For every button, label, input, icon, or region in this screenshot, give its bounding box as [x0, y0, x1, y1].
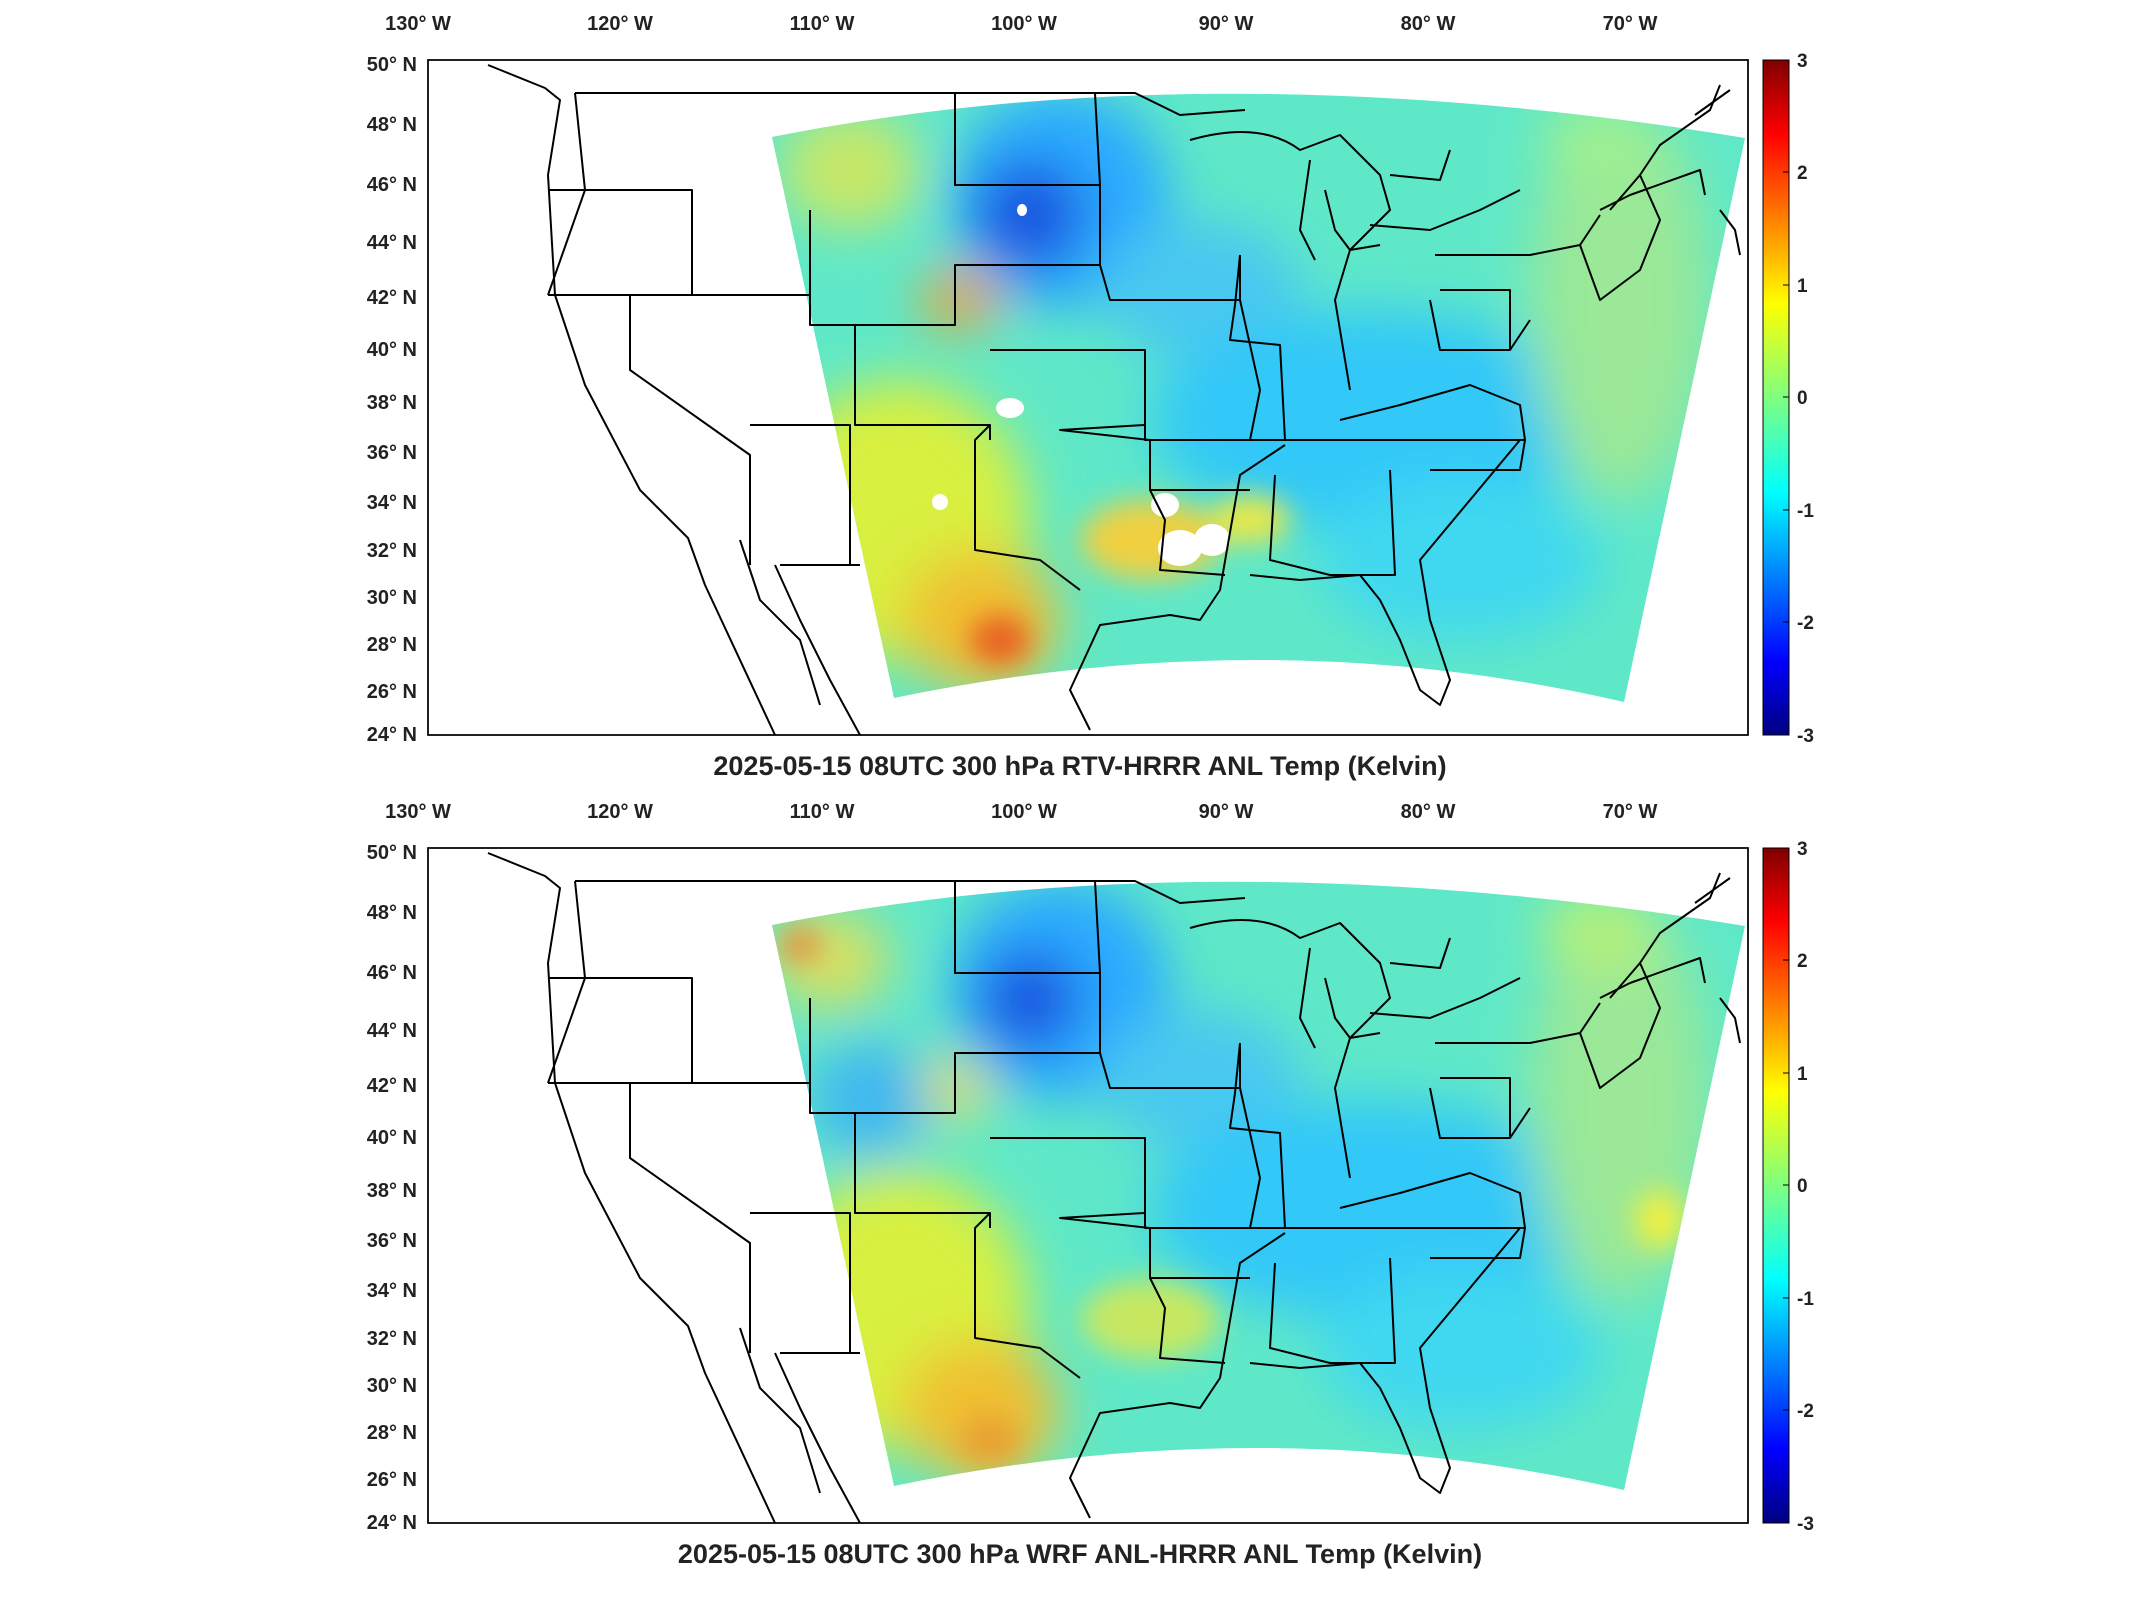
colorbar-tick-label: -2	[1797, 613, 1814, 634]
colorbar-tick-label: -2	[1797, 1401, 1814, 1422]
lat-tick-label: 28° N	[367, 634, 417, 656]
lat-tick-label: 30° N	[367, 587, 417, 609]
lon-tick-label: 90° W	[1199, 801, 1254, 823]
lat-tick-label: 28° N	[367, 1422, 417, 1444]
colorbar-tick-label: -3	[1797, 1514, 1814, 1535]
lat-tick-label: 32° N	[367, 1328, 417, 1350]
lon-tick-label: 90° W	[1199, 13, 1254, 35]
lat-tick-label: 42° N	[367, 1075, 417, 1097]
panel-top: 2025-05-15 08UTC 300 hPa RTV-HRRR ANL Te…	[427, 59, 1749, 781]
colorbar-tick-label: 1	[1797, 1064, 1808, 1085]
lat-tick-label: 26° N	[367, 1469, 417, 1491]
lon-tick-label: 80° W	[1401, 801, 1456, 823]
lon-tick-label: 110° W	[790, 801, 855, 823]
colorbar-tick-label: 1	[1797, 276, 1808, 297]
temperature-field-top	[772, 93, 1745, 702]
colorbar-tick-label: 0	[1797, 1176, 1808, 1197]
lat-tick-label: 36° N	[367, 442, 417, 464]
lat-tick-label: 46° N	[367, 174, 417, 196]
lat-tick-label: 44° N	[367, 1020, 417, 1042]
colorbar-tick-label: 3	[1797, 51, 1808, 72]
lat-tick-label: 48° N	[367, 114, 417, 136]
map-frame-border-bottom	[427, 847, 1749, 1524]
lat-tick-label: 48° N	[367, 902, 417, 924]
colorbar-tick-label: 0	[1797, 388, 1808, 409]
lon-tick-label: 130° W	[385, 801, 451, 823]
lon-tick-label: 130° W	[385, 13, 451, 35]
lat-tick-label: 50° N	[367, 842, 417, 864]
lat-tick-label: 44° N	[367, 232, 417, 254]
lat-tick-label: 46° N	[367, 962, 417, 984]
panel-title-top: 2025-05-15 08UTC 300 hPa RTV-HRRR ANL Te…	[713, 751, 1446, 781]
lat-tick-label: 32° N	[367, 540, 417, 562]
lon-tick-label: 100° W	[991, 13, 1057, 35]
lat-tick-label: 42° N	[367, 287, 417, 309]
lat-tick-label: 38° N	[367, 392, 417, 414]
lat-tick-label: 30° N	[367, 1375, 417, 1397]
colorbar-tick-label: -1	[1797, 501, 1814, 522]
lat-tick-label: 50° N	[367, 54, 417, 76]
lat-tick-label: 36° N	[367, 1230, 417, 1252]
lon-tick-label: 110° W	[790, 13, 855, 35]
lon-tick-label: 120° W	[587, 13, 653, 35]
colorbar-tick-label: 3	[1797, 839, 1808, 860]
panel-bottom: 2025-05-15 08UTC 300 hPa WRF ANL-HRRR AN…	[427, 847, 1749, 1569]
map-frame-border-top	[427, 59, 1749, 736]
axis-labels: 130° W 120° W 110° W 100° W 90° W 80° W 70° W 5…	[367, 13, 1815, 1535]
lat-tick-label: 26° N	[367, 681, 417, 703]
colorbar-tick-label: -3	[1797, 726, 1814, 747]
lat-tick-label: 34° N	[367, 492, 417, 514]
temperature-field-bottom	[772, 881, 1745, 1490]
lon-tick-label: 70° W	[1603, 13, 1658, 35]
lat-tick-label: 40° N	[367, 339, 417, 361]
lat-tick-label: 38° N	[367, 1180, 417, 1202]
colorbar-tick-label: 2	[1797, 951, 1808, 972]
lon-tick-label: 80° W	[1401, 13, 1456, 35]
lon-tick-label: 70° W	[1603, 801, 1658, 823]
lat-tick-label: 24° N	[367, 1512, 417, 1534]
lat-tick-label: 24° N	[367, 724, 417, 746]
colorbar-tick-label: -1	[1797, 1289, 1814, 1310]
panel-title-bottom: 2025-05-15 08UTC 300 hPa WRF ANL-HRRR AN…	[678, 1539, 1482, 1569]
lat-tick-label: 34° N	[367, 1280, 417, 1302]
lon-tick-label: 100° W	[991, 801, 1057, 823]
state-boundaries-bottom	[487, 852, 1741, 1524]
lon-tick-label: 120° W	[587, 801, 653, 823]
lat-tick-label: 40° N	[367, 1127, 417, 1149]
colorbar-tick-label: 2	[1797, 163, 1808, 184]
state-boundaries-top	[487, 64, 1741, 736]
